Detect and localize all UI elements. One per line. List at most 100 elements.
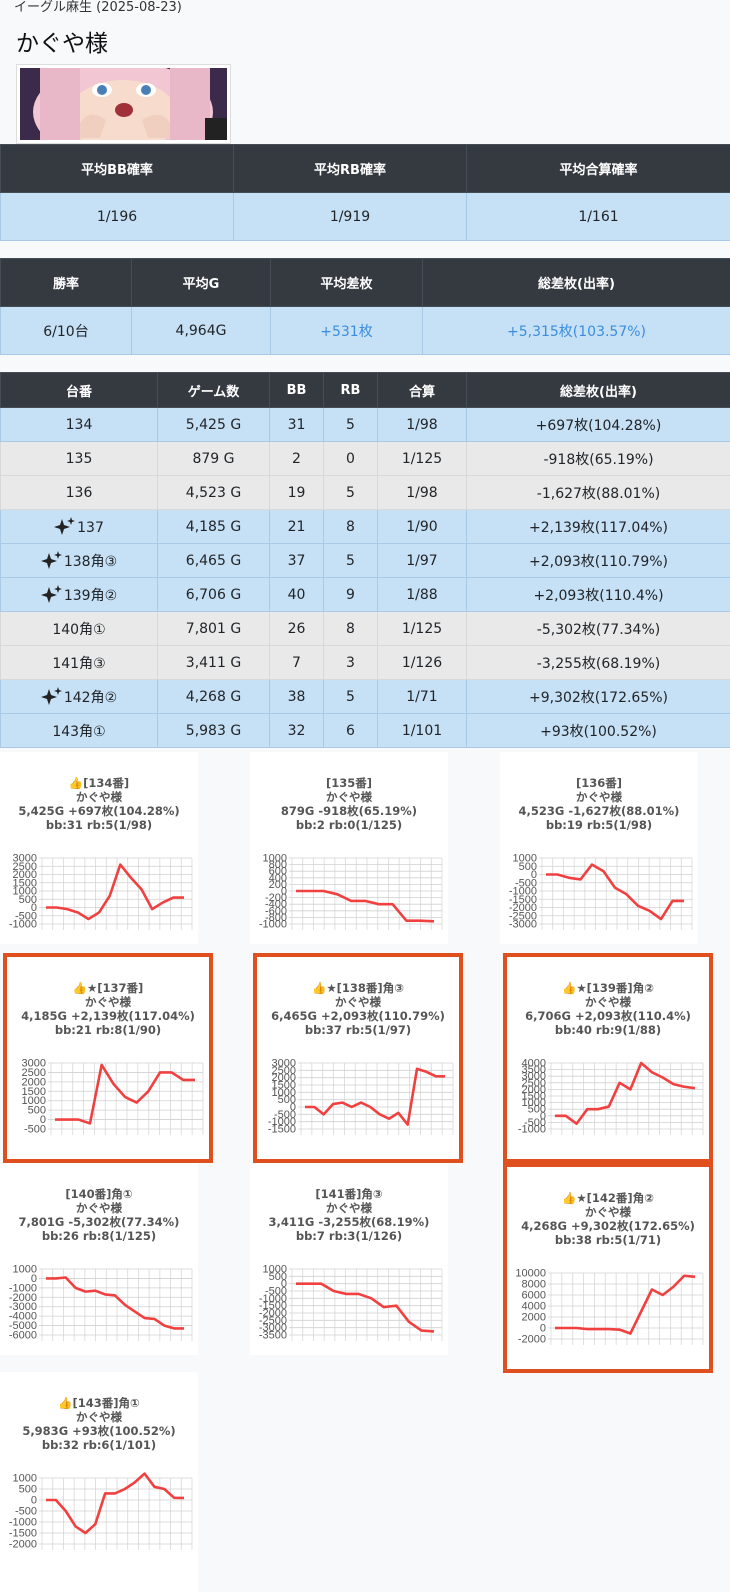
- cell-diff-text: +2,093枚(110.79%): [528, 553, 669, 570]
- header-avg-total[interactable]: 平均合算確率: [466, 144, 730, 193]
- line-chart: 40003500300025002000150010005000-500-100…: [518, 1058, 704, 1136]
- avg-games-value: 4,964G: [131, 306, 271, 355]
- table-row[interactable]: 143角① 5,983 G 32 6 1/101 +93枚(100.52%): [0, 713, 730, 748]
- chart-subtitle-line: bb:38 rb:5(1/71): [554, 1233, 662, 1247]
- cell-diff: +2,093枚(110.79%): [466, 543, 730, 578]
- cell-total: 1/97: [377, 543, 467, 578]
- machine-chart-card[interactable]: [135番] かぐや様 879G -918枚(65.19%) bb:2 rb:0(1/…: [250, 752, 448, 944]
- y-tick-label: 500: [528, 1104, 546, 1116]
- header-diff[interactable]: 総差枚(出率): [466, 372, 730, 408]
- table-row[interactable]: 140角① 7,801 G 26 8 1/125 -5,302枚(77.34%): [0, 611, 730, 646]
- header-avg-rb[interactable]: 平均RB確率: [233, 144, 467, 193]
- cell-total: 1/101: [377, 713, 467, 748]
- y-tick-label: 3000: [272, 1058, 296, 1070]
- machine-chart-card[interactable]: 👍★[138番]角③ かぐや様 6,465G +2,093枚(110.79%) bb:…: [253, 953, 463, 1163]
- machine-chart-card[interactable]: [140番]角① かぐや様 7,801G -5,302枚(77.34%) bb:26 …: [0, 1163, 198, 1355]
- cell-total: 1/88: [377, 577, 467, 612]
- machine-chart-card[interactable]: [141番]角③ かぐや様 3,411G -3,255枚(68.19%) bb:7 r…: [250, 1163, 448, 1355]
- chart-subtitle-line: bb:7 rb:3(1/126): [295, 1229, 403, 1243]
- cell-total-text: 1/98: [406, 416, 438, 433]
- chart-subtitle-line: 879G -918枚(65.19%): [280, 804, 418, 818]
- chart-subtitle-line: かぐや様: [76, 1410, 122, 1424]
- cell-bb: 2: [269, 441, 324, 476]
- y-tick-label: 1000: [13, 886, 37, 898]
- cell-games-text: 7,801 G: [185, 620, 242, 637]
- header-games[interactable]: ゲーム数: [157, 372, 270, 408]
- table-row[interactable]: 141角③ 3,411 G 7 3 1/126 -3,255枚(68.19%): [0, 645, 730, 680]
- cell-no-text: 135: [65, 450, 93, 467]
- y-tick-label: -600: [265, 905, 287, 917]
- header-machine-no[interactable]: 台番: [0, 372, 158, 408]
- cell-diff: +2,139枚(117.04%): [466, 509, 730, 544]
- chart-title: 👍★[142番]角②: [562, 1191, 654, 1205]
- chart-subtitle-line: かぐや様: [576, 790, 622, 804]
- cell-no-text: 142角②: [63, 689, 118, 706]
- chart-subtitle-line: かぐや様: [585, 1205, 631, 1219]
- cell-bb: 7: [269, 645, 324, 680]
- y-tick-label: 0: [540, 1323, 546, 1335]
- chart-subtitle-line: かぐや様: [76, 790, 122, 804]
- y-tick-label: -1000: [259, 1293, 287, 1305]
- cell-bb-text: 32: [287, 722, 306, 739]
- cell-total-text: 1/71: [406, 688, 438, 705]
- header-rb[interactable]: RB: [323, 372, 378, 408]
- chart-subtitle-line: 7,801G -5,302枚(77.34%): [18, 1215, 180, 1229]
- cell-total: 1/126: [377, 645, 467, 680]
- chart-subtitle-line: bb:31 rb:5(1/98): [45, 818, 153, 832]
- avatar-illustration: [20, 68, 227, 140]
- sparkle-icon: [54, 517, 76, 535]
- header-avg-diff[interactable]: 平均差枚: [270, 258, 423, 307]
- machine-chart-card[interactable]: 👍★[139番]角② かぐや様 6,706G +2,093枚(110.4%) bb:4…: [503, 953, 713, 1163]
- chart-title: [136番]: [575, 776, 623, 790]
- cell-bb-text: 40: [287, 586, 306, 603]
- machine-chart-card[interactable]: [136番] かぐや様 4,523G -1,627枚(88.01%) bb:19 rb…: [500, 752, 698, 944]
- y-tick-label: 1000: [513, 853, 537, 865]
- table-row[interactable]: 136 4,523 G 19 5 1/98 -1,627枚(88.01%): [0, 475, 730, 510]
- table-row[interactable]: 134 5,425 G 31 5 1/98 +697枚(104.28%): [0, 407, 730, 442]
- header-total-prob[interactable]: 合算: [377, 372, 467, 408]
- table-row[interactable]: 142角② 4,268 G 38 5 1/71 +9,302枚(172.65%): [0, 679, 730, 714]
- cell-no-text: 140角①: [52, 621, 106, 638]
- header-avg-games[interactable]: 平均G: [131, 258, 271, 307]
- y-tick-label: 2500: [522, 1077, 546, 1089]
- cell-games-text: 5,425 G: [185, 416, 242, 433]
- machine-chart-card[interactable]: 👍[134番] かぐや様 5,425G +697枚(104.28%) bb:31 rb…: [0, 752, 198, 944]
- y-tick-label: -1000: [518, 1124, 546, 1136]
- cell-total-text: 1/126: [401, 654, 443, 671]
- cell-total: 1/125: [377, 441, 467, 476]
- y-tick-label: -500: [15, 1506, 37, 1518]
- cell-rb-text: 5: [346, 416, 355, 433]
- y-tick-label: -2000: [259, 1308, 287, 1320]
- header-total-diff[interactable]: 総差枚(出率): [422, 258, 730, 307]
- y-tick-label: -1000: [259, 919, 287, 931]
- chart-title: 👍★[137番]: [72, 981, 144, 995]
- header-win-rate[interactable]: 勝率: [0, 258, 132, 307]
- y-tick-label: 2000: [22, 1076, 46, 1088]
- cell-rb: 3: [323, 645, 378, 680]
- y-tick-label: 1500: [22, 1086, 46, 1098]
- machine-chart-card[interactable]: 👍★[142番]角② かぐや様 4,268G +9,302枚(172.65%) bb:…: [503, 1163, 713, 1373]
- cell-total-text: 1/125: [401, 450, 443, 467]
- sparkle-icon: [40, 550, 62, 569]
- cell-total: 1/90: [377, 509, 467, 544]
- table-row[interactable]: 137 4,185 G 21 8 1/90 +2,139枚(117.04%): [0, 509, 730, 544]
- y-tick-label: 500: [269, 1271, 287, 1283]
- header-avg-bb[interactable]: 平均BB確率: [0, 144, 234, 193]
- y-tick-label: -2000: [9, 1292, 37, 1304]
- machine-chart-card[interactable]: 👍[143番]角① かぐや様 5,983G +93枚(100.52%) bb:32 r…: [0, 1372, 198, 1592]
- y-tick-label: 500: [19, 894, 37, 906]
- y-tick-label: 0: [290, 1102, 296, 1114]
- table-row[interactable]: 135 879 G 2 0 1/125 -918枚(65.19%): [0, 441, 730, 476]
- header-bb[interactable]: BB: [269, 372, 324, 408]
- machine-chart-card[interactable]: 👍★[137番] かぐや様 4,185G +2,139枚(117.04%) bb:21…: [3, 953, 213, 1163]
- chart-subtitle-line: 3,411G -3,255枚(68.19%): [268, 1215, 430, 1229]
- cell-total: 1/125: [377, 611, 467, 646]
- cell-diff-text: +2,093枚(110.4%): [533, 587, 664, 604]
- cell-total: 1/71: [377, 679, 467, 714]
- y-tick-label: -1500: [9, 1528, 37, 1540]
- table-row[interactable]: 139角② 6,706 G 40 9 1/88 +2,093枚(110.4%): [0, 577, 730, 612]
- table-row[interactable]: 138角③ 6,465 G 37 5 1/97 +2,093枚(110.79%): [0, 543, 730, 578]
- y-tick-label: -1000: [509, 886, 537, 898]
